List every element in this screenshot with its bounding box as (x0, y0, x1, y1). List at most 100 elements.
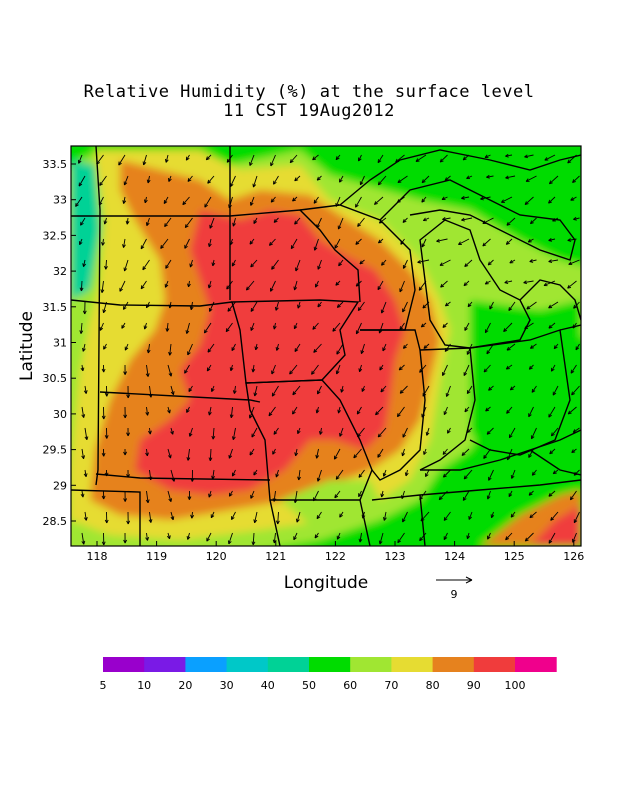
humidity-field (71, 146, 581, 546)
wind-vector (316, 217, 322, 228)
wind-vector-head (228, 454, 233, 459)
wind-vector-head (80, 367, 85, 372)
wind-vector-head (184, 244, 188, 249)
wind-vector-head (355, 330, 360, 335)
wind-vector-head (171, 477, 176, 482)
wind-vector-head (124, 346, 129, 351)
wind-vector (548, 301, 559, 309)
wind-vector (377, 280, 384, 290)
wind-vector (524, 322, 534, 330)
legend-label: 100 (505, 679, 526, 692)
wind-vector (249, 238, 255, 245)
wind-vector-head (399, 326, 404, 331)
wind-vector (271, 385, 279, 397)
boundary-west-vertical (95, 146, 101, 486)
boundary-iowa (231, 299, 360, 384)
wind-vector-head (444, 348, 449, 352)
wind-vector (483, 448, 491, 459)
wind-vector (252, 532, 255, 545)
wind-vector (442, 322, 448, 328)
wind-vector (103, 301, 107, 313)
wind-vector (466, 343, 473, 355)
wind-vector (295, 259, 301, 272)
wind-vector-head (123, 267, 128, 272)
wind-vector (531, 469, 537, 476)
wind-vector-head (332, 327, 337, 332)
wind-vector-head (123, 181, 128, 186)
wind-vector (170, 469, 175, 482)
wind-vector (317, 259, 322, 270)
wind-vector-head (170, 516, 175, 521)
wind-vector-head (447, 429, 451, 434)
wind-vector-head (122, 200, 127, 204)
wind-vector (101, 280, 104, 293)
wind-vector-head (148, 430, 152, 435)
wind-vector (270, 196, 276, 203)
wind-vector (551, 427, 559, 437)
wind-vector (444, 175, 451, 181)
wind-vector-head (122, 244, 126, 248)
wind-vector (75, 196, 83, 207)
state-boundaries (71, 146, 581, 546)
wind-vector (422, 301, 430, 309)
wind-vector-head (357, 222, 361, 227)
wind-vector-head (548, 199, 552, 204)
wind-vector (170, 427, 174, 435)
wind-vector (188, 385, 193, 392)
wind-vector (271, 364, 276, 375)
wind-vector-head (464, 263, 469, 268)
wind-vector-head (164, 158, 169, 163)
wind-vector-head (377, 286, 382, 291)
wind-vector-head (378, 540, 383, 545)
wind-vector (422, 385, 430, 397)
wind-vector (567, 154, 577, 164)
wind-vector-head (253, 519, 258, 524)
wind-vector (294, 280, 298, 291)
wind-vector (231, 511, 236, 520)
wind-vector-head (462, 156, 467, 161)
wind-vector-head (442, 450, 447, 455)
wind-vector-head (167, 454, 172, 459)
wind-vector-head (553, 345, 558, 350)
wind-vector (340, 385, 344, 393)
wind-vector-head (82, 263, 87, 267)
wind-vector (339, 427, 344, 437)
wind-vector-head (317, 303, 322, 308)
wind-vector (337, 217, 344, 230)
wind-vector-head (355, 240, 360, 245)
wind-vector (421, 238, 427, 248)
wind-vector-head (230, 183, 234, 187)
wind-vector (187, 448, 190, 461)
wind-vector (317, 469, 322, 482)
wind-vector-head (145, 499, 150, 504)
reference-arrow-head (465, 576, 473, 584)
wind-vector-head (185, 330, 190, 334)
wind-vector (253, 217, 258, 224)
wind-vector (289, 154, 298, 163)
wind-vector-head (442, 324, 447, 328)
wind-vector-head (381, 261, 385, 266)
wind-vector-head (186, 457, 191, 461)
boundary-oklahoma (71, 489, 141, 546)
wind-vector (548, 490, 556, 497)
wind-vector-head (569, 496, 574, 501)
wind-vector-head (573, 304, 577, 309)
wind-vector-head (142, 266, 147, 271)
wind-vector (105, 259, 107, 270)
wind-vector-head (480, 196, 484, 201)
wind-vector-head (186, 408, 190, 413)
wind-vector-head (101, 541, 106, 546)
color-legend: 5 10 20 30 40 50 60 70 80 90 100 (100, 657, 557, 692)
wind-vector-head (272, 450, 276, 455)
wind-vector-head (360, 350, 365, 355)
wind-vector-head (170, 430, 174, 435)
wind-vector (504, 280, 513, 284)
wind-vector-head (382, 516, 387, 521)
wind-vector-head (78, 182, 83, 187)
wind-vector (402, 259, 408, 269)
wind-vector (96, 154, 104, 165)
wind-vector-head (548, 413, 552, 418)
wind-vector (425, 469, 430, 477)
legend-swatch (432, 657, 475, 672)
